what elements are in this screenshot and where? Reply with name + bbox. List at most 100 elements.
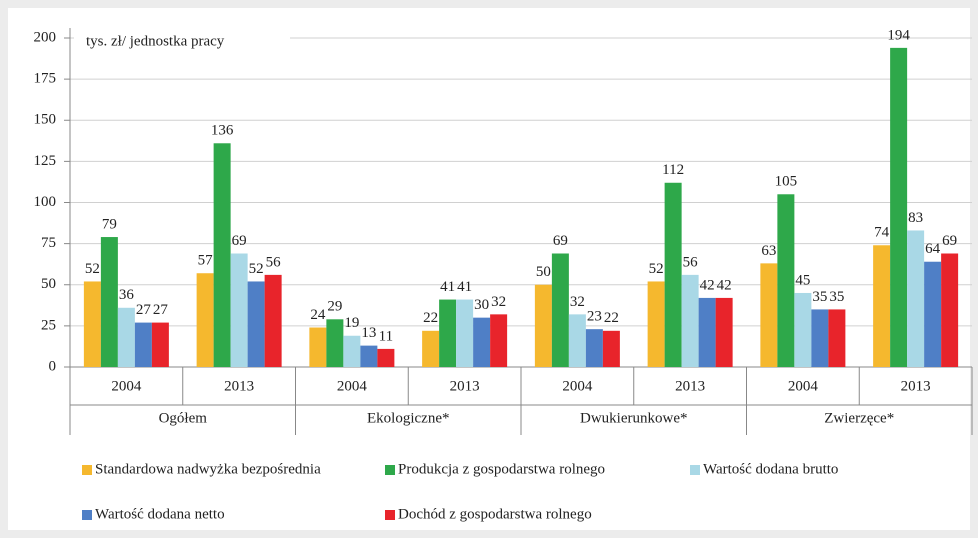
data-label: 27 [136, 302, 152, 318]
bar [151, 322, 169, 367]
data-label: 52 [649, 261, 664, 277]
bar [326, 319, 344, 367]
bar [439, 299, 457, 367]
data-label: 29 [327, 299, 342, 315]
bar [377, 348, 395, 367]
bar [490, 314, 508, 367]
group-label: Ekologiczne* [367, 410, 449, 426]
data-label: 79 [102, 216, 117, 232]
data-label: 41 [457, 279, 472, 295]
y-tick-label: 100 [34, 194, 57, 210]
legend-swatch [82, 510, 92, 520]
bar [551, 253, 569, 367]
data-label: 136 [211, 123, 234, 139]
bar [568, 314, 586, 367]
bar [828, 309, 846, 367]
bar [117, 307, 135, 367]
group-label: Dwukierunkowe* [580, 410, 687, 426]
bar [715, 297, 733, 367]
data-label: 19 [344, 315, 359, 331]
data-label: 74 [874, 225, 890, 241]
annotation-box [74, 18, 290, 60]
data-label: 50 [536, 264, 551, 280]
data-label: 63 [761, 243, 776, 259]
bar [473, 317, 491, 367]
annotation: tys. zł/ jednostka pracy [86, 33, 225, 49]
data-label: 69 [942, 233, 957, 249]
data-label: 22 [423, 310, 438, 326]
bar [309, 327, 327, 367]
data-label: 112 [662, 162, 684, 178]
y-tick-label: 175 [34, 71, 57, 87]
data-label: 22 [604, 310, 619, 326]
bar [247, 281, 265, 367]
x-tick-label: 2004 [337, 378, 368, 394]
bar [890, 47, 908, 368]
bar [343, 335, 361, 367]
x-tick-label: 2013 [901, 378, 931, 394]
x-tick-label: 2013 [675, 378, 705, 394]
data-label: 69 [553, 233, 568, 249]
bar [681, 274, 699, 367]
x-tick-label: 2004 [111, 378, 142, 394]
bar [760, 263, 778, 367]
group-label: Ogółem [159, 410, 208, 426]
data-label: 52 [249, 261, 264, 277]
bar [811, 309, 829, 367]
legend-swatch [690, 465, 700, 475]
x-tick-label: 2013 [224, 378, 254, 394]
chart-background [8, 8, 970, 530]
data-label: 45 [795, 272, 810, 288]
bar [134, 322, 152, 367]
x-tick-label: 2004 [788, 378, 819, 394]
bar [230, 253, 248, 367]
bar [664, 182, 682, 367]
bar [698, 297, 716, 367]
data-label: 52 [85, 261, 100, 277]
bar [907, 230, 925, 367]
bar [924, 261, 942, 367]
bar [100, 237, 118, 367]
data-label: 32 [570, 294, 585, 310]
data-label: 69 [232, 233, 247, 249]
bar [941, 253, 959, 367]
data-label: 13 [361, 325, 376, 341]
data-label: 27 [153, 302, 169, 318]
data-label: 35 [812, 289, 827, 305]
bar [777, 194, 795, 367]
bar [422, 330, 440, 367]
data-label: 42 [700, 277, 715, 293]
data-label: 56 [683, 254, 699, 270]
data-label: 32 [491, 294, 506, 310]
bar [873, 245, 891, 367]
bar [647, 281, 665, 367]
y-tick-label: 75 [41, 235, 56, 251]
x-tick-label: 2013 [450, 378, 480, 394]
data-label: 57 [198, 253, 214, 269]
legend-label: Dochód z gospodarstwa rolnego [398, 506, 592, 522]
data-label: 11 [379, 328, 393, 344]
data-label: 56 [266, 254, 282, 270]
legend-label: Standardowa nadwyżka bezpośrednia [95, 461, 321, 477]
bar [456, 299, 474, 367]
bar [602, 330, 620, 367]
data-label: 105 [775, 174, 798, 190]
y-tick-label: 25 [41, 317, 56, 333]
data-label: 194 [887, 27, 910, 43]
y-tick-label: 200 [34, 29, 57, 45]
legend-swatch [385, 510, 395, 520]
legend-swatch [82, 465, 92, 475]
data-label: 83 [908, 210, 923, 226]
bar [196, 273, 214, 367]
legend-label: Produkcja z gospodarstwa rolnego [398, 461, 605, 477]
data-label: 24 [310, 307, 326, 323]
bar [360, 345, 378, 367]
y-tick-label: 0 [49, 358, 57, 374]
bar [83, 281, 101, 367]
data-label: 30 [474, 297, 489, 313]
y-tick-label: 125 [34, 153, 57, 169]
data-label: 42 [717, 277, 732, 293]
data-label: 64 [925, 241, 941, 257]
data-label: 36 [119, 287, 135, 303]
